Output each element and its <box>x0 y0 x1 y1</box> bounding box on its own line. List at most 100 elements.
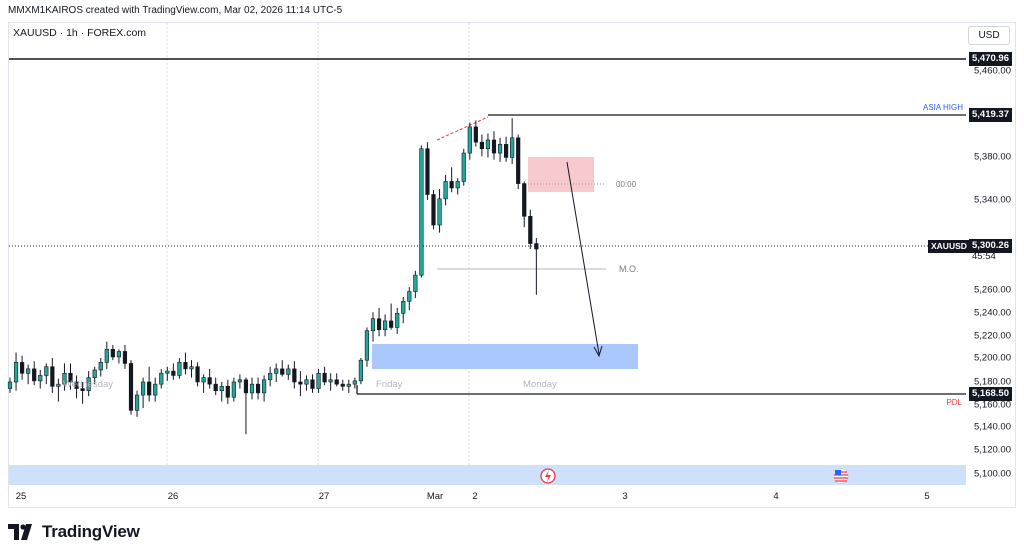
candle-up[interactable] <box>382 320 388 330</box>
candle-up[interactable] <box>461 152 466 182</box>
candle-down[interactable] <box>534 243 539 250</box>
supply-zone[interactable] <box>528 157 594 192</box>
candle-down[interactable] <box>298 381 303 385</box>
candle-up[interactable] <box>44 366 49 376</box>
candle-up[interactable] <box>177 362 182 376</box>
candle-down[interactable] <box>207 377 212 385</box>
candle-up[interactable] <box>268 372 273 381</box>
candle-up[interactable] <box>510 137 515 158</box>
candle-down[interactable] <box>68 372 73 383</box>
candle-up[interactable] <box>231 381 236 398</box>
candle-down[interactable] <box>110 348 115 358</box>
currency-button[interactable]: USD <box>968 26 1010 45</box>
candle-up[interactable] <box>455 181 460 189</box>
candle-up[interactable] <box>497 144 503 154</box>
candle-down[interactable] <box>32 368 37 382</box>
candle-up[interactable] <box>413 274 418 292</box>
candle-up[interactable] <box>419 148 424 276</box>
candle-down[interactable] <box>183 362 188 370</box>
candle-down[interactable] <box>19 362 25 374</box>
candle-up[interactable] <box>38 375 43 382</box>
candle-up[interactable] <box>159 372 164 385</box>
candle-up[interactable] <box>395 313 400 328</box>
candle-up[interactable] <box>316 372 321 389</box>
projection-arrow[interactable] <box>566 161 603 358</box>
candle-up[interactable] <box>352 380 357 385</box>
symbol-title[interactable]: XAUUSD · 1h · FOREX.com <box>13 27 147 39</box>
y-tick: 5,380.00 <box>974 151 1011 163</box>
session-label-wednesday: Wednesday <box>63 379 113 390</box>
candle-up[interactable] <box>437 198 442 226</box>
candle-up[interactable] <box>7 381 13 389</box>
candle-down[interactable] <box>479 141 485 150</box>
candle-up[interactable] <box>485 139 491 150</box>
candle-up[interactable] <box>189 366 194 370</box>
demand-zone[interactable] <box>372 344 638 369</box>
candle-up[interactable] <box>141 381 146 396</box>
candle-up[interactable] <box>249 383 255 394</box>
candle-up[interactable] <box>274 368 279 374</box>
candle-down[interactable] <box>122 351 128 364</box>
candle-down[interactable] <box>516 137 521 184</box>
candle-down[interactable] <box>503 144 509 158</box>
candle-up[interactable] <box>62 372 67 385</box>
candle-down[interactable] <box>213 383 218 392</box>
candle-up[interactable] <box>370 318 376 332</box>
candle-up[interactable] <box>237 379 243 383</box>
candle-up[interactable] <box>13 362 19 383</box>
candle-up[interactable] <box>26 368 31 374</box>
candle-up[interactable] <box>219 386 224 391</box>
candle-down[interactable] <box>225 386 230 398</box>
candle-up[interactable] <box>165 370 170 374</box>
candle-up[interactable] <box>261 379 267 394</box>
candle-down[interactable] <box>322 372 327 383</box>
candle-down[interactable] <box>310 379 315 389</box>
candle-down[interactable] <box>340 383 345 387</box>
candle-down[interactable] <box>292 368 297 383</box>
candle-up[interactable] <box>56 383 61 387</box>
candle-down[interactable] <box>280 368 285 375</box>
candle-down[interactable] <box>171 370 176 376</box>
candle-down[interactable] <box>473 126 478 143</box>
candle-up[interactable] <box>98 362 103 371</box>
candle-down[interactable] <box>431 194 436 226</box>
candle-down[interactable] <box>147 381 152 396</box>
candle-up[interactable] <box>104 348 109 363</box>
candle-down[interactable] <box>449 181 454 189</box>
candle-up[interactable] <box>328 379 333 383</box>
candle-up[interactable] <box>153 383 158 396</box>
candle-down[interactable] <box>389 320 394 328</box>
candle-up[interactable] <box>201 377 206 383</box>
tradingview-logo[interactable]: TradingView <box>8 521 140 543</box>
candle-down[interactable] <box>522 183 527 217</box>
us-flag-icon[interactable] <box>833 468 849 484</box>
trend-dashed-line[interactable] <box>436 116 489 141</box>
candle-up[interactable] <box>358 359 364 382</box>
candle-down[interactable] <box>255 383 261 394</box>
news-event-icon[interactable] <box>540 468 556 484</box>
candle-down[interactable] <box>50 366 55 387</box>
candle-up[interactable] <box>286 368 291 375</box>
candle-down[interactable] <box>528 216 533 244</box>
candle-down[interactable] <box>80 388 85 391</box>
candle-up[interactable] <box>407 291 412 302</box>
candle-up[interactable] <box>304 379 309 385</box>
candle-up[interactable] <box>116 351 121 358</box>
candle-up[interactable] <box>443 181 448 200</box>
candle-down[interactable] <box>128 363 134 411</box>
candle-down[interactable] <box>195 366 200 383</box>
candle-down[interactable] <box>334 379 339 385</box>
candle-up[interactable] <box>364 330 370 361</box>
candle-up[interactable] <box>92 369 97 378</box>
candle-down[interactable] <box>491 139 497 154</box>
candle-up[interactable] <box>467 126 472 154</box>
candle-down[interactable] <box>74 381 79 389</box>
candle-down[interactable] <box>376 318 382 330</box>
candle-down[interactable] <box>425 148 430 195</box>
candle-down[interactable] <box>243 379 249 394</box>
candle-up[interactable] <box>134 394 140 411</box>
candle-up[interactable] <box>86 377 91 391</box>
candle-up[interactable] <box>346 383 351 387</box>
candle-up[interactable] <box>401 301 406 314</box>
